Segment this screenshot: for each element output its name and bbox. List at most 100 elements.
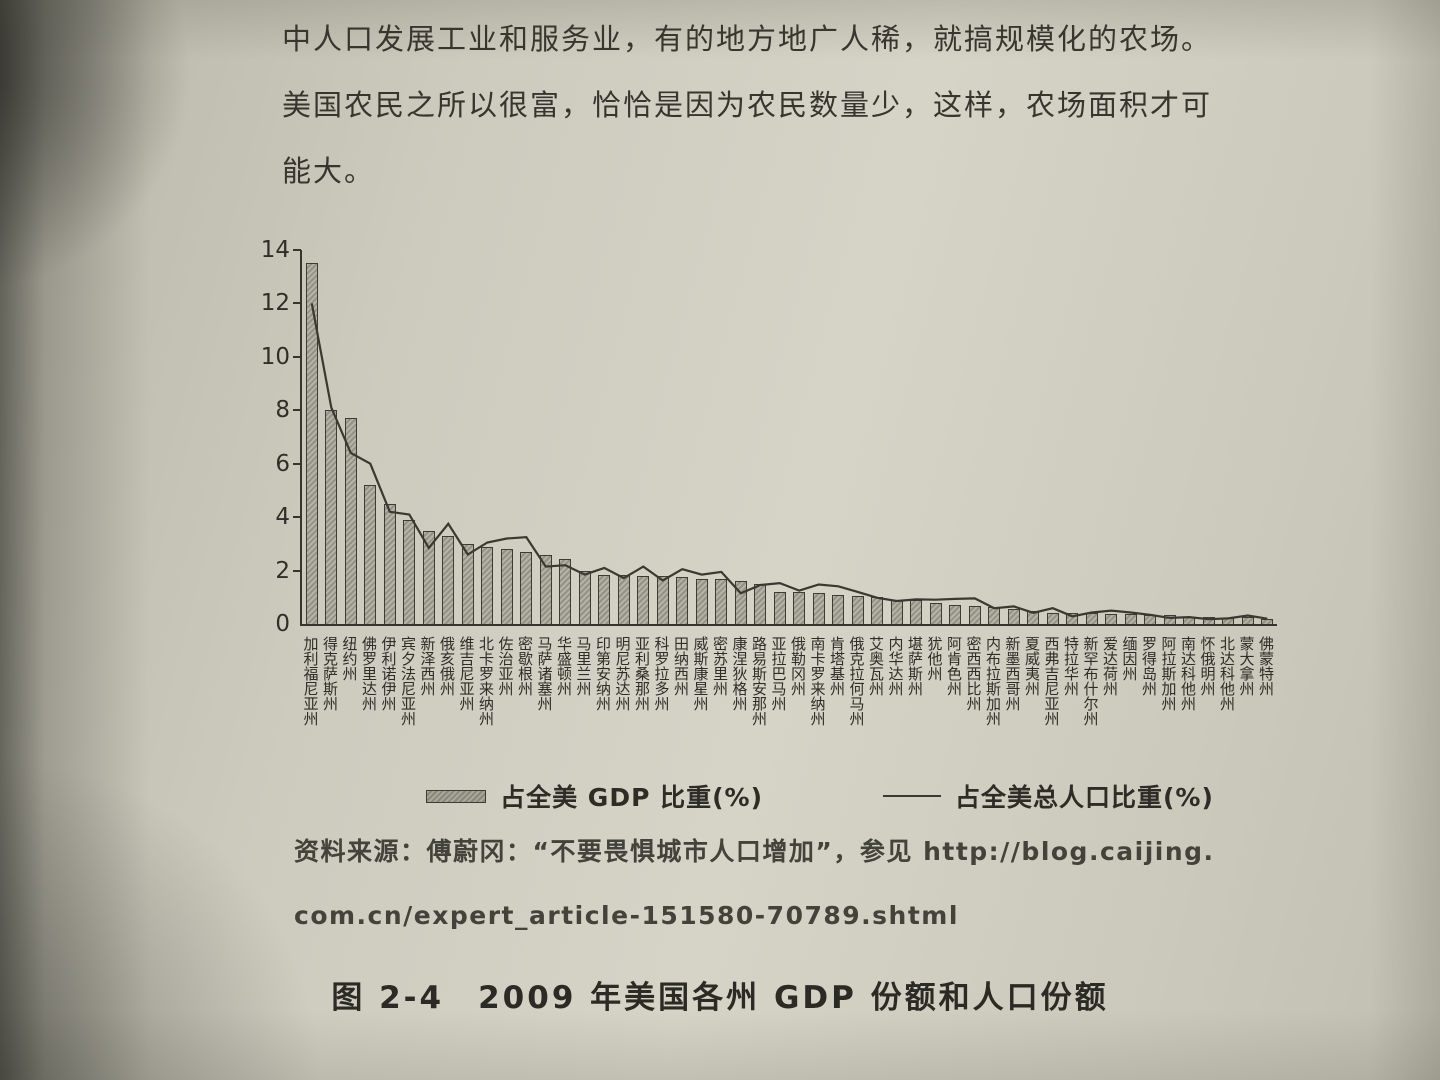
x-axis-label: 佐治亚州 [496, 636, 515, 696]
bar-slot [478, 250, 498, 624]
x-axis-label: 南达科他州 [1179, 636, 1197, 711]
bar-slot [692, 250, 712, 624]
bar-slot [517, 250, 537, 624]
y-tick-label: 2 [275, 557, 290, 584]
gdp-share-bar [500, 549, 513, 624]
x-axis-label: 俄克拉何马州 [847, 636, 866, 726]
gdp-share-bar [325, 410, 338, 624]
gdp-share-bar [305, 263, 318, 624]
bar-slot [790, 250, 810, 624]
y-tick-mark [293, 516, 301, 519]
bar-slot [614, 250, 634, 624]
gdp-share-bar [637, 575, 650, 624]
gdp-share-bar [929, 602, 942, 624]
y-tick-label: 10 [260, 343, 290, 370]
x-axis-label: 加利福尼亚州 [301, 636, 320, 726]
x-axis-label: 肯塔基州 [828, 636, 846, 696]
bar-slot [556, 250, 576, 624]
gdp-share-bar [383, 503, 396, 624]
gdp-share-bar [832, 594, 845, 624]
bar-slot [1121, 250, 1141, 624]
bar-slot [848, 250, 868, 624]
bar-slot [419, 250, 439, 624]
bar-slot [322, 250, 342, 624]
x-axis-label: 康涅狄格州 [730, 636, 749, 711]
gdp-share-bar [1046, 612, 1059, 624]
gdp-bar-swatch-icon [426, 789, 487, 803]
x-axis-label: 爱达荷州 [1101, 636, 1119, 696]
x-axis-label: 缅因州 [1120, 636, 1139, 681]
y-tick-mark [293, 355, 301, 358]
y-tick-mark [293, 409, 301, 412]
y-tick-label: 8 [275, 397, 290, 424]
x-axis-label: 蒙大拿州 [1237, 636, 1256, 696]
x-axis-label: 马里兰州 [574, 636, 593, 696]
x-axis-label: 亚利桑那州 [633, 636, 651, 711]
x-axis-label: 伊利诺伊州 [379, 636, 398, 711]
x-axis-label: 华盛顿州 [555, 636, 573, 696]
gdp-share-bar [773, 591, 786, 624]
x-axis-label: 夏威夷州 [1023, 636, 1041, 696]
gdp-share-bar [851, 595, 864, 624]
x-axis-label: 威斯康星州 [691, 636, 710, 711]
gdp-share-bar [520, 551, 533, 624]
bar-slot [926, 250, 946, 624]
x-axis-label: 宾夕法尼亚州 [399, 636, 417, 726]
body-paragraph: 中人口发展工业和服务业，有的地方地广人稀，就搞规模化的农场。 美国农民之所以很富… [282, 6, 1312, 204]
figure-2-4-chart: 0 2 4 6 8 10 12 14 加利福尼亚州 得克萨斯州 纽约州 佛罗里达州 伊利诺伊州 宾夕法尼… [256, 237, 1296, 780]
population-line-swatch-icon [883, 795, 941, 797]
x-axis-label: 阿肯色州 [945, 636, 963, 696]
legend-item-gdp: 占全美 GDP 比重(%) [426, 778, 763, 814]
source-line: 资料来源：傅蔚冈：“不要畏惧城市人口增加”，参见 http://blog.cai… [294, 837, 1215, 866]
gdp-share-bar [1105, 613, 1118, 624]
x-axis-label: 路易斯安那州 [750, 636, 768, 726]
gdp-share-bar [364, 485, 377, 624]
legend-item-population: 占全美总人口比重(%) [883, 778, 1214, 814]
bar-slot [653, 250, 673, 624]
bar-slot [1258, 250, 1278, 624]
x-axis-label: 西弗吉尼亚州 [1042, 636, 1061, 726]
y-tick-mark [293, 569, 301, 572]
paragraph-line: 中人口发展工业和服务业，有的地方地广人稀，就搞规模化的农场。 [282, 22, 1213, 56]
y-axis: 0 2 4 6 8 10 12 14 [256, 237, 300, 637]
bar-slot [536, 250, 556, 624]
y-tick-label: 4 [275, 504, 290, 531]
bar-slot [1102, 250, 1122, 624]
gdp-share-bar [403, 519, 416, 624]
x-axis-label: 内布拉斯加州 [984, 636, 1002, 726]
population-line [310, 303, 1268, 621]
y-tick-label: 6 [275, 450, 290, 477]
gdp-share-bar [539, 554, 552, 624]
gdp-share-bar [968, 605, 981, 624]
bar-slot [341, 250, 361, 624]
x-axis-label: 佛蒙特州 [1257, 636, 1275, 696]
paragraph-line: 美国农民之所以很富，恰恰是因为农民数量少，这样，农场面积才可 [282, 88, 1213, 122]
source-line: com.cn/expert_article-151580-70789.shtml [294, 901, 959, 930]
bar-slot [673, 250, 693, 624]
gdp-share-bar [598, 574, 611, 624]
gdp-share-bar [949, 605, 962, 624]
gdp-share-bar [442, 535, 455, 624]
bar-slot [809, 250, 829, 624]
bar-slot [595, 250, 615, 624]
x-axis-label: 马萨诸塞州 [535, 636, 554, 711]
figure-caption: 图 2-4 2009 年美国各州 GDP 份额和人口份额 [331, 980, 1109, 1016]
bar-slot [439, 250, 459, 624]
x-axis-label: 罗得岛州 [1140, 636, 1158, 696]
x-axis-label: 新罕布什尔州 [1081, 636, 1100, 726]
legend-gdp-label: 占全美 GDP 比重(%) [500, 783, 763, 812]
population-line-chart [310, 303, 1268, 621]
bar-slot [712, 250, 732, 624]
x-axis-label: 内华达州 [886, 636, 905, 696]
gdp-share-bar [793, 591, 806, 624]
x-axis-label: 犹他州 [925, 636, 944, 681]
bar-slot [634, 250, 654, 624]
x-axis-label: 特拉华州 [1062, 636, 1080, 696]
bar-slot [497, 250, 517, 624]
x-axis-label: 维吉尼亚州 [457, 636, 476, 711]
gdp-share-bar [617, 574, 630, 624]
bar-slot [380, 250, 400, 624]
gdp-share-bar [344, 418, 357, 624]
x-axis-label: 北卡罗来纳州 [477, 636, 495, 726]
